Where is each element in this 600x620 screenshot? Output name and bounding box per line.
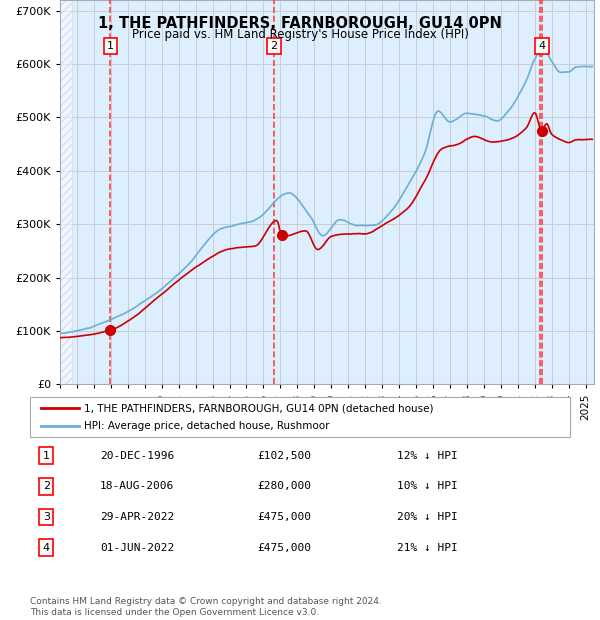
Text: 1, THE PATHFINDERS, FARNBOROUGH, GU14 0PN (detached house): 1, THE PATHFINDERS, FARNBOROUGH, GU14 0P…	[84, 403, 433, 413]
Line: HPI: Average price, detached house, Rushmoor: HPI: Average price, detached house, Rush…	[60, 48, 592, 334]
1, THE PATHFINDERS, FARNBOROUGH, GU14 0PN (detached house)	[530, 109, 538, 117]
Text: £475,000: £475,000	[257, 542, 311, 552]
HPI: Average price, detached house, Rushmoor: (2.02e+03, 5.96e+05): Average price, detached house, Rushmoor:…	[579, 63, 586, 70]
Text: 21% ↓ HPI: 21% ↓ HPI	[397, 542, 458, 552]
HPI: Average price, detached house, Rushmoor: (2e+03, 2.99e+05): Average price, detached house, Rushmoor:…	[233, 221, 241, 228]
HPI: Average price, detached house, Rushmoor: (2e+03, 1.29e+05): Average price, detached house, Rushmoor:…	[116, 312, 123, 319]
1, THE PATHFINDERS, FARNBOROUGH, GU14 0PN (detached house)	[235, 244, 242, 251]
Text: HPI: Average price, detached house, Rushmoor: HPI: Average price, detached house, Rush…	[84, 421, 329, 431]
HPI: Average price, detached house, Rushmoor: (2.03e+03, 5.95e+05): Average price, detached house, Rushmoor:…	[589, 63, 596, 70]
Text: £102,500: £102,500	[257, 451, 311, 461]
Text: 29-APR-2022: 29-APR-2022	[100, 512, 175, 522]
Text: 2: 2	[271, 41, 278, 51]
Line: 1, THE PATHFINDERS, FARNBOROUGH, GU14 0PN (detached house): 1, THE PATHFINDERS, FARNBOROUGH, GU14 0P…	[60, 113, 592, 338]
HPI: Average price, detached house, Rushmoor: (2.02e+03, 4.36e+05): Average price, detached house, Rushmoor:…	[422, 148, 429, 156]
Text: 1: 1	[43, 451, 50, 461]
Text: 20% ↓ HPI: 20% ↓ HPI	[397, 512, 458, 522]
Text: Contains HM Land Registry data © Crown copyright and database right 2024.
This d: Contains HM Land Registry data © Crown c…	[30, 598, 382, 617]
Text: 01-JUN-2022: 01-JUN-2022	[100, 542, 175, 552]
Text: 20-DEC-1996: 20-DEC-1996	[100, 451, 175, 461]
Text: Price paid vs. HM Land Registry's House Price Index (HPI): Price paid vs. HM Land Registry's House …	[131, 28, 469, 41]
1, THE PATHFINDERS, FARNBOROUGH, GU14 0PN (detached house)	[580, 136, 587, 143]
1, THE PATHFINDERS, FARNBOROUGH, GU14 0PN (detached house)	[423, 174, 430, 181]
Text: 4: 4	[538, 41, 545, 51]
Text: 2: 2	[43, 481, 50, 491]
Text: 4: 4	[43, 542, 50, 552]
Text: £475,000: £475,000	[257, 512, 311, 522]
1, THE PATHFINDERS, FARNBOROUGH, GU14 0PN (detached house)	[127, 316, 134, 323]
HPI: Average price, detached house, Rushmoor: (1.99e+03, 9.53e+04): Average price, detached house, Rushmoor:…	[56, 330, 64, 337]
HPI: Average price, detached house, Rushmoor: (2.02e+03, 6.3e+05): Average price, detached house, Rushmoor:…	[539, 45, 547, 52]
1, THE PATHFINDERS, FARNBOROUGH, GU14 0PN (detached house)	[233, 244, 241, 252]
1, THE PATHFINDERS, FARNBOROUGH, GU14 0PN (detached house)	[58, 334, 65, 342]
HPI: Average price, detached house, Rushmoor: (2e+03, 1.38e+05): Average price, detached house, Rushmoor:…	[126, 307, 133, 314]
Text: 10% ↓ HPI: 10% ↓ HPI	[397, 481, 458, 491]
1, THE PATHFINDERS, FARNBOROUGH, GU14 0PN (detached house)	[589, 136, 596, 143]
1, THE PATHFINDERS, FARNBOROUGH, GU14 0PN (detached house)	[117, 322, 124, 329]
Bar	[60, 0, 103, 384]
1, THE PATHFINDERS, FARNBOROUGH, GU14 0PN (detached house)	[56, 334, 64, 341]
Text: 3: 3	[43, 512, 50, 522]
Text: 12% ↓ HPI: 12% ↓ HPI	[397, 451, 458, 461]
Text: £280,000: £280,000	[257, 481, 311, 491]
Bar	[60, 0, 72, 384]
FancyBboxPatch shape	[30, 397, 570, 437]
Text: 1, THE PATHFINDERS, FARNBOROUGH, GU14 0PN: 1, THE PATHFINDERS, FARNBOROUGH, GU14 0P…	[98, 16, 502, 30]
Text: 18-AUG-2006: 18-AUG-2006	[100, 481, 175, 491]
Text: 1: 1	[107, 41, 114, 51]
HPI: Average price, detached house, Rushmoor: (2e+03, 2.99e+05): Average price, detached house, Rushmoor:…	[232, 221, 239, 229]
